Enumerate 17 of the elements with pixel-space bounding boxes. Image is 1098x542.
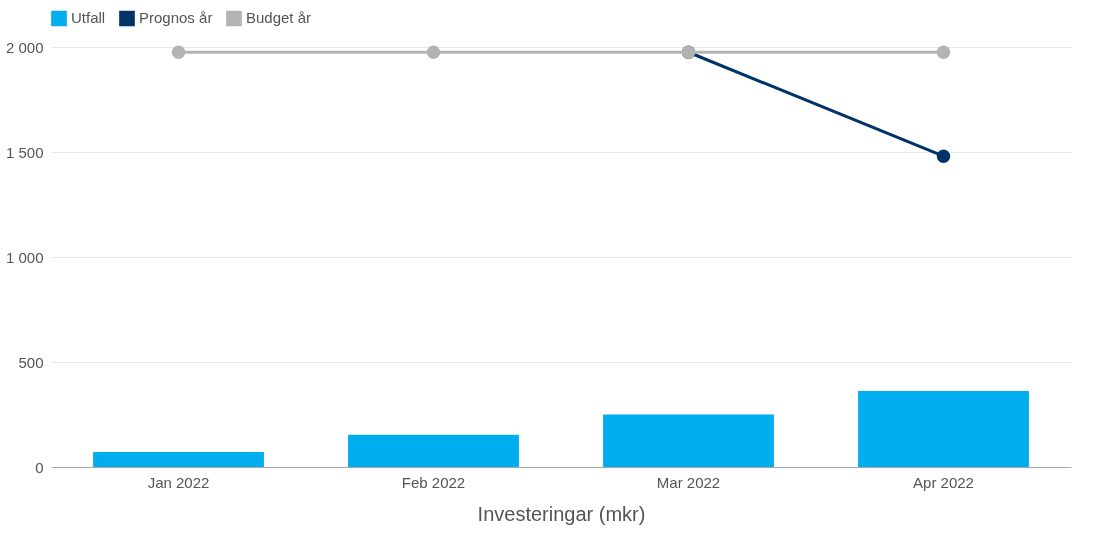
bar	[603, 414, 774, 467]
y-tick-label: 1 500	[5, 143, 44, 161]
legend-label: Utfall	[71, 9, 106, 27]
legend-label: Budget år	[246, 9, 312, 27]
x-tick-label: Feb 2022	[401, 473, 466, 491]
y-tick-label: 0	[35, 458, 44, 476]
x-axis-title: Investeringar (mkr)	[477, 502, 646, 525]
x-tick-label: Apr 2022	[913, 473, 974, 491]
y-tick-label: 500	[18, 353, 44, 371]
legend-label: Prognos år	[139, 9, 213, 27]
bar	[348, 434, 519, 467]
x-tick-label: Jan 2022	[147, 473, 210, 491]
bar	[93, 452, 264, 467]
x-tick-label: Mar 2022	[656, 473, 721, 491]
bar	[858, 390, 1029, 467]
y-tick-label: 2 000	[5, 38, 44, 56]
y-tick-label: 1 000	[5, 248, 44, 266]
